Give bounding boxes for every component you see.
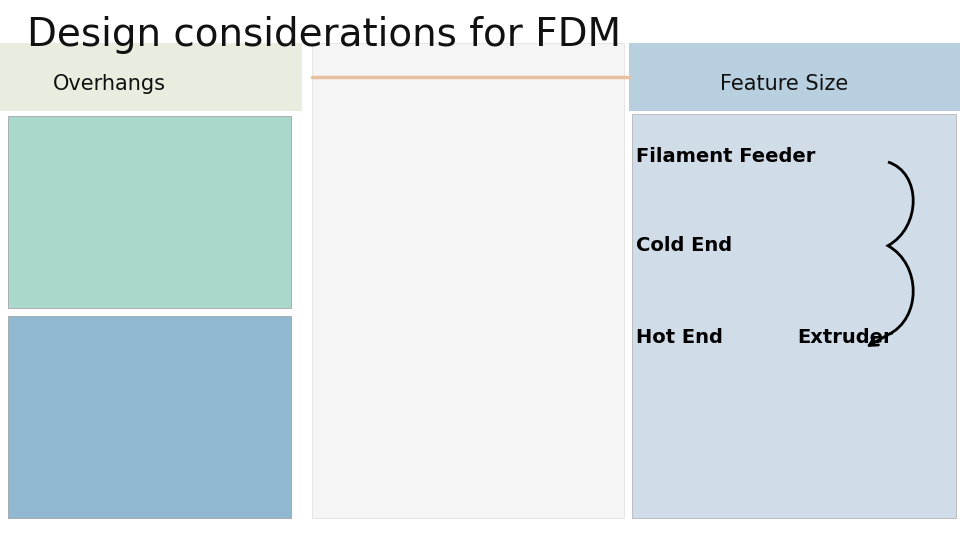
Text: Hot End: Hot End (636, 328, 722, 347)
Text: Filament Feeder: Filament Feeder (636, 147, 815, 166)
Text: Overhangs: Overhangs (53, 73, 166, 94)
Text: Cold End: Cold End (636, 236, 732, 255)
FancyBboxPatch shape (8, 316, 291, 518)
FancyBboxPatch shape (632, 114, 956, 518)
FancyBboxPatch shape (312, 43, 624, 518)
Text: Feature Size: Feature Size (720, 73, 849, 94)
Text: Extruder: Extruder (797, 328, 893, 347)
Text: Design considerations for FDM: Design considerations for FDM (27, 16, 621, 54)
FancyBboxPatch shape (0, 43, 302, 111)
FancyBboxPatch shape (8, 116, 291, 308)
FancyBboxPatch shape (629, 43, 960, 111)
